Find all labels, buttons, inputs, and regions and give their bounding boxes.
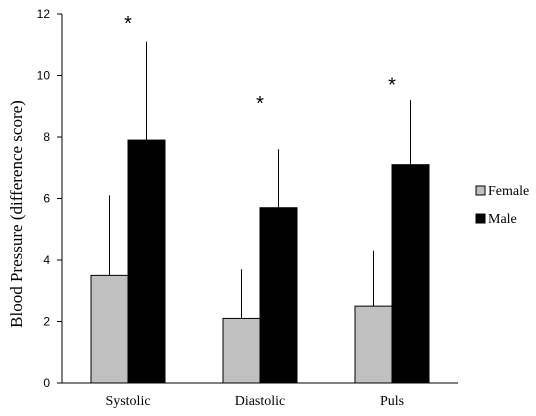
y-tick-label: 10 [37,69,51,83]
bar-female-diastolic [222,317,261,384]
legend-label-male: Male [488,212,517,227]
y-axis-title: Blood Pressure (difference score) [7,100,26,328]
x-tick-label: Puls [380,394,404,409]
significance-marker: * [388,75,396,97]
bar-male-systolic [127,139,166,384]
bar-male-diastolic [259,207,298,384]
legend: Female Male [475,184,529,227]
legend-label-female: Female [488,184,529,199]
y-tick-label: 8 [43,130,50,144]
legend-swatch-male [475,213,486,224]
significance-marker: * [256,93,264,115]
plot-area: 0 2 4 6 8 10 12 Systolic Diastolic Puls * * * [37,7,458,409]
y-tick-label: 0 [43,376,50,390]
y-tick-label: 6 [43,192,50,206]
y-tick-label: 2 [43,315,50,329]
x-tick-label: Systolic [105,394,150,409]
y-tick-label: 12 [37,7,51,21]
significance-marker: * [124,13,132,35]
y-tick-label: 4 [43,253,50,267]
bar-male-puls [391,164,430,384]
x-tick-label: Diastolic [235,394,286,409]
bar-female-systolic [90,274,129,384]
bar-female-puls [354,305,393,384]
legend-swatch-female [475,185,486,196]
